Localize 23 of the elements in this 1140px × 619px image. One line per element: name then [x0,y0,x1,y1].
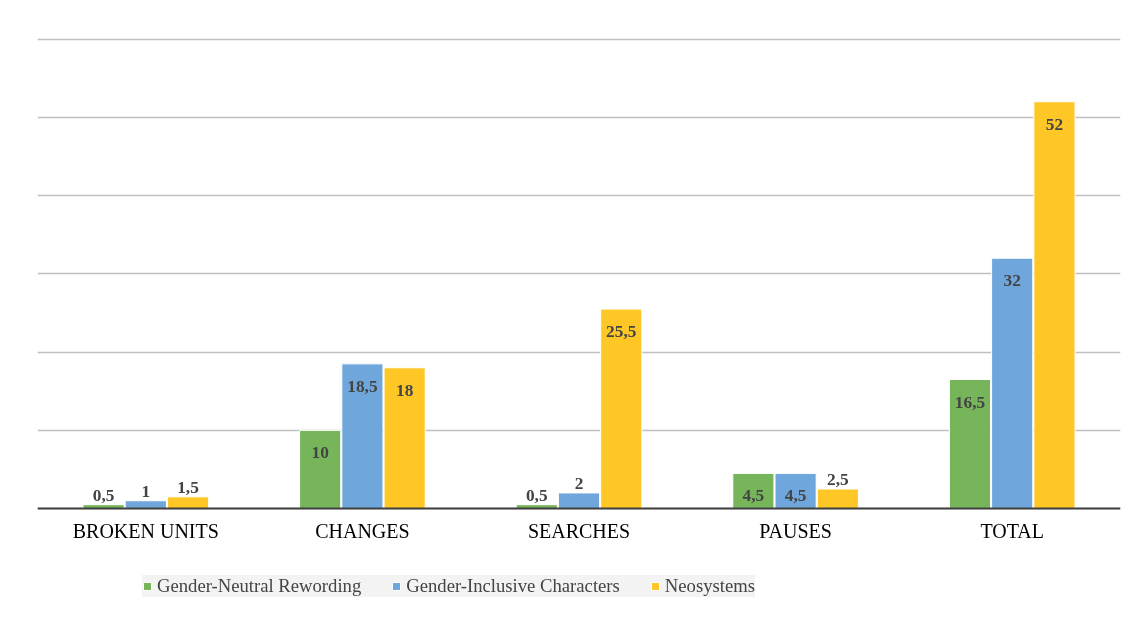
data-label: 32 [1003,271,1021,291]
data-label: 4,5 [784,486,807,506]
data-label: 18,5 [347,376,378,396]
data-label: 1,5 [177,477,200,497]
data-label: 2 [574,473,584,493]
data-label: 18 [395,380,414,400]
legend-label: Neosystems [664,575,755,597]
data-label: 2,5 [827,470,849,490]
data-label: 0,5 [92,485,115,505]
data-label: 0,5 [525,485,548,505]
data-label: 52 [1045,114,1064,134]
x-tick-label: BROKEN UNITS [72,519,219,542]
data-label: 10 [311,443,329,463]
data-label: 1 [141,481,151,501]
data-label: 25,5 [606,322,637,342]
x-tick-label: SEARCHES [527,519,631,542]
x-tick-label: PAUSES [759,519,832,542]
data-label: 16,5 [954,392,986,412]
legend-label: Gender-Inclusive Characters [406,575,620,597]
legend-label: Gender-Neutral Rewording [157,575,362,597]
data-label: 4,5 [742,486,765,506]
x-tick-label: CHANGES [315,519,410,542]
x-tick-label: TOTAL [980,519,1044,542]
